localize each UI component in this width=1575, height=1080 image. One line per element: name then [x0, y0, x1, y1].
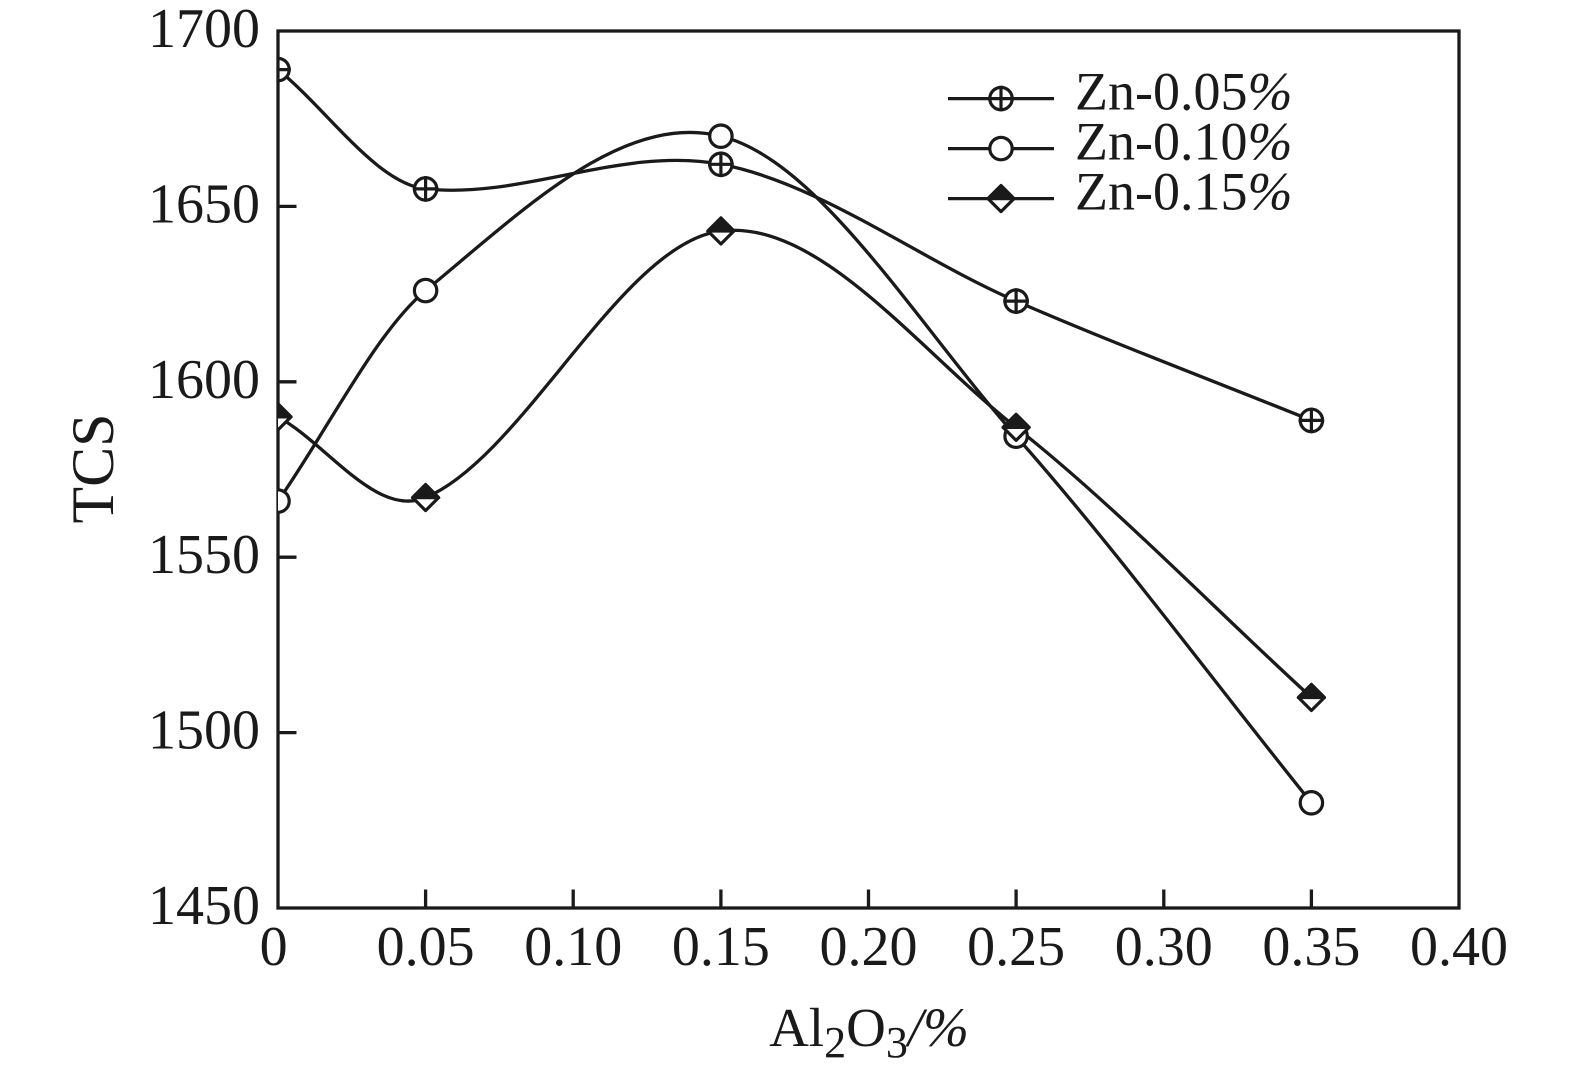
svg-text:1700: 1700: [148, 0, 260, 60]
svg-text:1550: 1550: [148, 524, 260, 586]
svg-text:0.30: 0.30: [1115, 916, 1213, 978]
svg-text:Al2O3/%: Al2O3/%: [769, 997, 969, 1067]
svg-text:TCS: TCS: [60, 413, 126, 523]
svg-text:0.05: 0.05: [377, 916, 475, 978]
svg-text:Zn-0.15%: Zn-0.15%: [1075, 162, 1292, 222]
svg-text:1600: 1600: [148, 349, 260, 411]
svg-text:1650: 1650: [148, 173, 260, 235]
svg-text:0.35: 0.35: [1262, 916, 1360, 978]
svg-text:0.10: 0.10: [524, 916, 622, 978]
svg-text:Zn-0.05%: Zn-0.05%: [1075, 62, 1292, 122]
svg-text:0.25: 0.25: [967, 916, 1065, 978]
svg-text:1450: 1450: [148, 875, 260, 937]
svg-text:Zn-0.10%: Zn-0.10%: [1075, 112, 1292, 172]
svg-text:0.15: 0.15: [672, 916, 770, 978]
svg-text:1500: 1500: [148, 700, 260, 762]
svg-text:0: 0: [260, 916, 288, 978]
svg-text:0.20: 0.20: [820, 916, 918, 978]
svg-text:0.40: 0.40: [1410, 916, 1508, 978]
